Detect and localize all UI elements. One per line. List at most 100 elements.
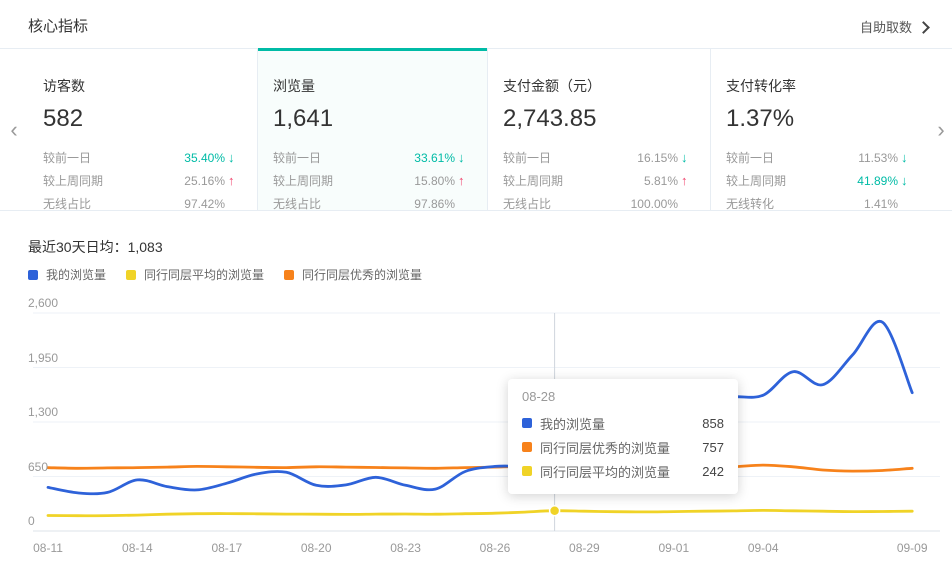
metric-row-label: 较前一日	[726, 151, 775, 165]
x-tick-label: 08-11	[33, 541, 63, 555]
legend-item-peer-average[interactable]: 同行同层平均的浏览量	[126, 266, 264, 283]
metric-row: 较上周同期 25.16% ↑	[43, 169, 242, 192]
y-tick-label: 2,600	[28, 296, 59, 310]
trend-arrow-icon: ↑	[458, 173, 465, 188]
x-tick-label: 08-14	[122, 541, 153, 555]
card-value: 582	[43, 105, 84, 132]
legend-swatch-icon	[126, 269, 137, 280]
x-tick-label: 09-04	[747, 541, 779, 555]
metric-row-label: 较上周同期	[43, 174, 104, 188]
x-tick-label: 08-17	[211, 541, 243, 555]
trend-arrow-icon: ↑	[228, 173, 235, 188]
metric-row-label: 较前一日	[503, 151, 552, 165]
metric-row-value: 100.00%	[630, 196, 678, 211]
y-tick-label: 1,950	[28, 350, 59, 365]
trend-arrow-icon: ↓	[681, 150, 688, 165]
metric-row-label: 无线占比	[503, 197, 552, 211]
card-title: 浏览量	[273, 78, 315, 94]
metric-row-value: 41.89%	[857, 173, 898, 188]
metric-row-label: 无线转化	[726, 197, 775, 211]
card-rows: 较前一日 35.40% ↓ 较上周同期 25.16% ↑ 无线占比 97.42%	[43, 146, 242, 215]
card-value: 1.37%	[726, 105, 795, 132]
metric-row-value: 35.40%	[184, 150, 225, 165]
tooltip-swatch-icon	[522, 466, 532, 476]
metric-row: 较前一日 16.15% ↓	[503, 146, 695, 169]
metric-row: 无线占比 97.42%	[43, 192, 242, 215]
trend-arrow-icon: ↑	[681, 173, 688, 188]
tooltip-swatch-icon	[522, 442, 532, 452]
chevron-right-icon	[917, 20, 930, 34]
metric-row-value: 97.42%	[184, 196, 225, 211]
tooltip-series-label: 我的浏览量	[540, 416, 606, 432]
legend-swatch-icon	[28, 269, 38, 280]
metric-row: 较前一日 35.40% ↓	[43, 146, 242, 169]
y-tick-label: 650	[28, 459, 49, 474]
card-rows: 较前一日 11.53% ↓ 较上周同期 41.89% ↓ 无线转化 1.41%	[726, 146, 915, 215]
self-service-data-link[interactable]: 自助取数	[859, 17, 930, 36]
y-tick-label: 0	[28, 514, 35, 528]
tooltip-date: 08-28	[522, 389, 556, 404]
x-tick-label: 09-09	[896, 541, 928, 555]
tooltip-row: 我的浏览量 858	[522, 411, 724, 435]
trend-arrow-icon: ↓	[458, 150, 465, 165]
metric-row-value: 33.61%	[414, 150, 455, 165]
carousel-prev-button[interactable]: ‹	[0, 49, 29, 210]
tooltip-swatch-icon	[522, 418, 532, 428]
metric-row: 较上周同期 15.80% ↑	[273, 169, 472, 192]
card-value: 2,743.85	[503, 105, 597, 132]
metric-card-payment-amount[interactable]: 支付金额（元） 2,743.85 较前一日 16.15% ↓ 较上周同期 5.8…	[488, 49, 711, 211]
metric-row-value: 1.41%	[863, 196, 898, 211]
tooltip-series-value: 242	[702, 463, 724, 479]
legend-label: 我的浏览量	[46, 268, 107, 282]
legend-label: 同行同层平均的浏览量	[144, 268, 265, 282]
x-tick-label: 08-20	[300, 541, 332, 555]
card-title: 访客数	[43, 78, 85, 94]
metric-row: 较前一日 33.61% ↓	[273, 146, 472, 169]
tooltip-row: 同行同层优秀的浏览量 757	[522, 435, 724, 459]
metric-row-label: 无线占比	[43, 197, 92, 211]
metric-cards-carousel: ‹ › 访客数 582 较前一日 35.40% ↓ 较上周同期 25.16% ↑…	[0, 48, 952, 211]
tooltip-series-value: 858	[702, 415, 724, 431]
tooltip-series-label: 同行同层优秀的浏览量	[540, 440, 671, 456]
metric-row-value: 97.86%	[414, 196, 455, 211]
x-tick-label: 09-01	[658, 541, 690, 555]
x-tick-label: 08-26	[479, 541, 511, 555]
metric-row: 无线占比 97.86%	[273, 192, 472, 215]
carousel-next-button[interactable]: ›	[929, 49, 952, 210]
page-title: 核心指标	[28, 18, 89, 35]
chart-tooltip: 08-28 我的浏览量 858 同行同层优秀的浏览量 757 同行同层平均的浏览…	[508, 379, 738, 494]
legend-item-peer-excellent[interactable]: 同行同层优秀的浏览量	[284, 266, 422, 283]
legend-swatch-icon	[284, 269, 295, 280]
tooltip-row: 同行同层平均的浏览量 242	[522, 459, 724, 483]
legend-label: 同行同层优秀的浏览量	[302, 268, 423, 282]
card-rows: 较前一日 16.15% ↓ 较上周同期 5.81% ↑ 无线占比 100.00%	[503, 146, 695, 215]
trend-arrow-icon: ↓	[901, 150, 908, 165]
card-value: 1,641	[273, 105, 334, 132]
tooltip-series-value: 757	[702, 439, 724, 455]
metric-row-label: 较前一日	[273, 151, 322, 165]
metric-row-value: 11.53%	[858, 150, 898, 165]
tooltip-series-label: 同行同层平均的浏览量	[540, 464, 671, 480]
x-tick-label: 08-29	[569, 541, 600, 555]
chart-title: 最近30天日均：1,083	[28, 239, 163, 255]
legend-item-my-pageviews[interactable]: 我的浏览量	[28, 266, 106, 283]
metric-card-visitors[interactable]: 访客数 582 较前一日 35.40% ↓ 较上周同期 25.16% ↑ 无线占…	[28, 49, 258, 211]
x-tick-label: 08-23	[390, 541, 421, 555]
metric-row: 较上周同期 5.81% ↑	[503, 169, 695, 192]
metric-row-value: 25.16%	[184, 173, 225, 188]
chart-legend: 我的浏览量 同行同层平均的浏览量 同行同层优秀的浏览量	[28, 266, 422, 283]
metric-card-pageviews[interactable]: 浏览量 1,641 较前一日 33.61% ↓ 较上周同期 15.80% ↑ 无…	[258, 48, 488, 211]
card-rows: 较前一日 33.61% ↓ 较上周同期 15.80% ↑ 无线占比 97.86%	[273, 146, 472, 215]
trend-arrow-icon: ↓	[228, 150, 235, 165]
card-title: 支付转化率	[726, 78, 796, 94]
metric-card-conversion-rate[interactable]: 支付转化率 1.37% 较前一日 11.53% ↓ 较上周同期 41.89% ↓…	[711, 49, 930, 211]
metric-row-label: 较前一日	[43, 151, 92, 165]
card-title: 支付金额（元）	[503, 78, 601, 94]
self-service-data-label: 自助取数	[859, 20, 912, 35]
metric-row-label: 较上周同期	[726, 174, 787, 188]
metric-row-label: 较上周同期	[503, 174, 564, 188]
metric-row-label: 较上周同期	[273, 174, 334, 188]
metric-row: 无线占比 100.00%	[503, 192, 695, 215]
metric-row: 较上周同期 41.89% ↓	[726, 169, 915, 192]
